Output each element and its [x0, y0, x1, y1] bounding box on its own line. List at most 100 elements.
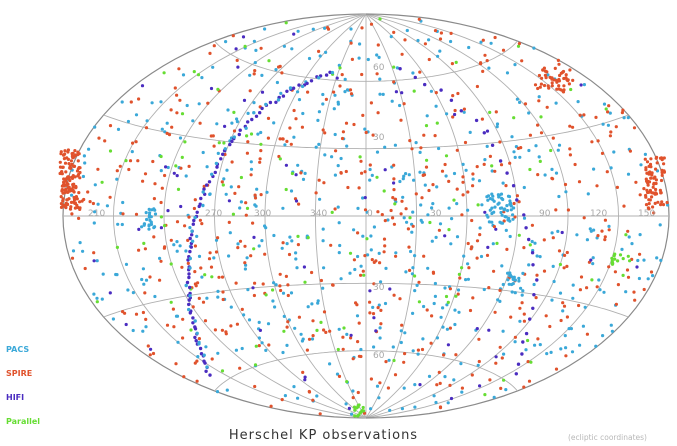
observation-point: [407, 245, 411, 249]
observation-point: [169, 108, 173, 112]
observation-point: [606, 123, 611, 127]
observation-point: [336, 102, 340, 106]
observation-point: [559, 318, 563, 323]
observation-point: [380, 213, 384, 217]
observation-point: [216, 295, 220, 299]
observation-point: [493, 310, 497, 314]
observation-point: [289, 142, 293, 146]
observation-point: [437, 228, 441, 232]
observation-point: [359, 264, 363, 268]
observation-point: [589, 258, 593, 262]
observation-point: [485, 213, 489, 217]
observation-point: [272, 233, 276, 238]
observation-point: [192, 70, 196, 74]
observation-point: [638, 252, 642, 256]
observation-point: [296, 243, 300, 247]
observation-point: [163, 173, 167, 178]
observation-point: [242, 98, 247, 102]
observation-point: [602, 102, 607, 106]
observation-point: [370, 258, 374, 262]
observation-point: [468, 308, 473, 313]
observation-point: [221, 152, 225, 156]
observation-point: [292, 32, 296, 36]
observation-point: [433, 294, 437, 298]
observation-point: [239, 175, 243, 180]
observation-point: [264, 102, 268, 107]
observation-point: [323, 26, 327, 30]
observation-point: [62, 180, 66, 184]
observation-point: [232, 129, 237, 133]
observation-point: [190, 239, 195, 243]
observation-point: [647, 202, 651, 206]
observation-point: [227, 220, 231, 224]
map-title: Herschel KP observations: [0, 428, 677, 443]
observation-point: [632, 290, 636, 294]
observation-point: [350, 57, 354, 62]
observation-point: [344, 169, 348, 174]
observation-point: [238, 206, 242, 210]
observation-point: [511, 282, 515, 286]
observation-point: [516, 44, 521, 48]
observation-point: [479, 61, 483, 65]
observation-point: [392, 181, 396, 185]
observation-point: [424, 165, 429, 169]
observation-point: [460, 386, 464, 390]
observation-point: [236, 242, 240, 246]
observation-point: [512, 150, 516, 154]
observation-point: [487, 328, 491, 332]
observation-point: [520, 293, 524, 297]
observation-point: [286, 283, 290, 287]
observation-point: [307, 389, 311, 394]
observation-point: [590, 140, 594, 144]
lon-label-300: 300: [254, 209, 271, 219]
observation-point: [328, 329, 332, 333]
observation-point: [100, 297, 104, 301]
observation-point: [159, 226, 163, 230]
lon-label-270: 270: [205, 209, 222, 219]
observation-point: [537, 155, 541, 159]
observation-point: [563, 182, 568, 187]
observation-point: [172, 243, 176, 247]
observation-point: [561, 309, 565, 313]
observation-point: [75, 197, 79, 201]
observation-point: [159, 215, 163, 219]
observation-point: [366, 253, 370, 257]
observation-point: [217, 275, 221, 279]
observation-point: [492, 199, 496, 203]
observation-point: [223, 124, 227, 128]
observation-point: [344, 121, 349, 125]
observation-point: [345, 380, 349, 384]
observation-point: [665, 200, 669, 205]
observation-point: [529, 360, 533, 364]
observation-point: [411, 349, 415, 353]
observation-point: [398, 297, 402, 301]
observation-point: [443, 234, 447, 238]
map-title-text: Herschel KP observations: [228, 428, 419, 443]
observation-point: [347, 406, 351, 410]
observation-point: [621, 108, 625, 112]
observation-point: [434, 104, 438, 108]
observation-point: [426, 266, 430, 270]
observation-point: [193, 327, 198, 331]
observation-point: [434, 91, 438, 95]
observation-point: [82, 154, 86, 158]
observation-point: [83, 161, 87, 165]
observation-point: [466, 241, 470, 246]
observation-point: [562, 266, 566, 270]
observation-point: [209, 86, 214, 91]
observation-point: [333, 93, 337, 97]
observation-point: [363, 208, 368, 212]
observation-point: [490, 169, 494, 173]
observation-point: [307, 337, 312, 341]
observation-point: [335, 76, 339, 80]
observation-point: [411, 71, 415, 75]
observation-point: [339, 156, 343, 161]
observation-point: [315, 328, 319, 332]
observation-point: [550, 176, 554, 180]
observation-point: [76, 150, 80, 154]
observation-point: [225, 168, 229, 172]
observation-point: [249, 132, 254, 136]
observation-point: [75, 203, 79, 207]
observation-point: [410, 272, 414, 276]
observation-point: [200, 275, 204, 279]
